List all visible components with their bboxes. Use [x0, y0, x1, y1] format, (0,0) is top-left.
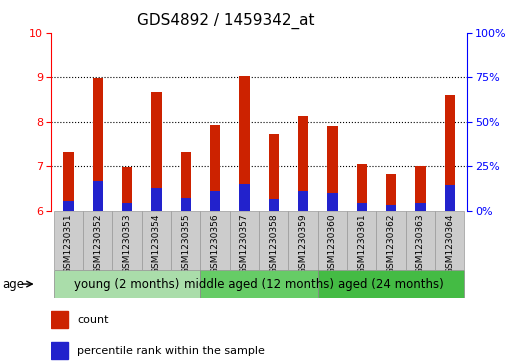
- Bar: [151, 92, 162, 211]
- Bar: [54, 270, 201, 298]
- Text: GSM1230359: GSM1230359: [299, 213, 307, 274]
- Text: GSM1230353: GSM1230353: [122, 213, 132, 274]
- Text: GSM1230354: GSM1230354: [152, 213, 161, 274]
- Bar: [327, 193, 337, 211]
- Bar: [318, 270, 464, 298]
- Bar: [357, 164, 367, 211]
- Text: GSM1230351: GSM1230351: [64, 213, 73, 274]
- Bar: [151, 188, 162, 211]
- Text: GSM1230361: GSM1230361: [357, 213, 366, 274]
- Bar: [54, 211, 83, 270]
- Bar: [142, 211, 171, 270]
- Bar: [444, 95, 455, 211]
- Bar: [51, 342, 68, 359]
- Bar: [239, 184, 249, 211]
- Bar: [92, 78, 103, 211]
- Bar: [122, 167, 132, 211]
- Bar: [347, 211, 376, 270]
- Bar: [181, 198, 191, 211]
- Bar: [289, 211, 318, 270]
- Text: young (2 months): young (2 months): [74, 278, 180, 290]
- Bar: [230, 211, 259, 270]
- Bar: [210, 125, 220, 211]
- Text: aged (24 months): aged (24 months): [338, 278, 444, 290]
- Bar: [201, 211, 230, 270]
- Bar: [386, 174, 396, 211]
- Bar: [259, 211, 289, 270]
- Bar: [64, 152, 74, 211]
- Bar: [444, 185, 455, 211]
- Bar: [298, 191, 308, 211]
- Bar: [376, 211, 406, 270]
- Bar: [112, 211, 142, 270]
- Bar: [435, 211, 464, 270]
- Text: GSM1230357: GSM1230357: [240, 213, 249, 274]
- Bar: [51, 311, 68, 329]
- Bar: [406, 211, 435, 270]
- Text: GSM1230355: GSM1230355: [181, 213, 190, 274]
- Bar: [327, 126, 337, 211]
- Bar: [83, 211, 112, 270]
- Bar: [357, 203, 367, 211]
- Text: middle aged (12 months): middle aged (12 months): [184, 278, 334, 290]
- Text: count: count: [77, 315, 109, 325]
- Bar: [239, 76, 249, 211]
- Text: GSM1230352: GSM1230352: [93, 213, 102, 274]
- Text: GSM1230356: GSM1230356: [211, 213, 219, 274]
- Text: GDS4892 / 1459342_at: GDS4892 / 1459342_at: [137, 13, 314, 29]
- Bar: [318, 211, 347, 270]
- Text: percentile rank within the sample: percentile rank within the sample: [77, 346, 265, 356]
- Bar: [269, 199, 279, 211]
- Bar: [269, 134, 279, 211]
- Text: GSM1230362: GSM1230362: [387, 213, 396, 274]
- Bar: [386, 205, 396, 211]
- Bar: [122, 203, 132, 211]
- Bar: [171, 211, 201, 270]
- Bar: [201, 270, 318, 298]
- Bar: [92, 181, 103, 211]
- Bar: [415, 203, 426, 211]
- Text: GSM1230360: GSM1230360: [328, 213, 337, 274]
- Bar: [415, 166, 426, 211]
- Bar: [210, 191, 220, 211]
- Bar: [181, 152, 191, 211]
- Bar: [298, 116, 308, 211]
- Text: GSM1230358: GSM1230358: [269, 213, 278, 274]
- Text: age: age: [3, 278, 24, 290]
- Bar: [64, 201, 74, 211]
- Text: GSM1230364: GSM1230364: [445, 213, 454, 274]
- Text: GSM1230363: GSM1230363: [416, 213, 425, 274]
